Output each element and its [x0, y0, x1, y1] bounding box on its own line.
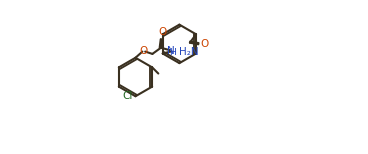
Text: H: H	[169, 48, 176, 57]
Text: Cl: Cl	[123, 91, 133, 101]
Text: H₂N: H₂N	[178, 47, 198, 57]
Text: N: N	[167, 46, 174, 56]
Text: O: O	[139, 46, 148, 56]
Text: O: O	[200, 39, 209, 49]
Text: O: O	[159, 27, 167, 37]
